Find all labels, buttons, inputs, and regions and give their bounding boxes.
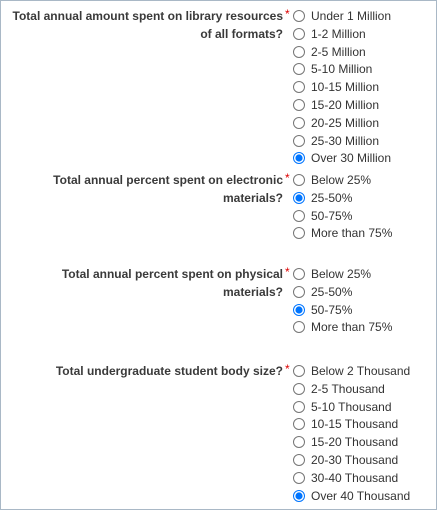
radio-button[interactable] (293, 81, 305, 94)
option-text: 50-75% (311, 208, 353, 223)
option-text: 5-10 Thousand (311, 399, 392, 414)
radio-option[interactable]: 2-5 Thousand (293, 380, 385, 398)
radio-option[interactable]: Below 25% (293, 265, 371, 283)
option-text: 10-15 Thousand (311, 417, 399, 432)
radio-button[interactable] (293, 436, 305, 449)
radio-button[interactable] (293, 116, 305, 129)
radio-option[interactable]: 50-75% (293, 301, 352, 319)
option-text: 20-30 Thousand (311, 453, 399, 467)
option-text: Below 2 Thousand (311, 364, 411, 378)
option-text: 25-30 Million (311, 133, 380, 148)
radio-button[interactable] (293, 382, 305, 395)
radio-button[interactable] (293, 134, 305, 147)
radio-option[interactable]: 20-30 Thousand (293, 451, 398, 469)
radio-button[interactable] (293, 10, 305, 22)
radio-option[interactable]: Below 25% (293, 171, 371, 189)
option-text: 50-75% (311, 302, 353, 317)
required-mark: * (285, 265, 290, 279)
radio-button[interactable] (293, 174, 305, 186)
question-label: Total annual percent spent on physical m… (61, 267, 283, 299)
option-text: Over 30 Million (311, 151, 392, 166)
radio-option[interactable]: 5-10 Million (293, 60, 372, 78)
question-label: Total undergraduate student body size? (55, 364, 283, 378)
question-label: Total annual amount spent on library res… (12, 9, 284, 41)
required-mark: * (285, 171, 290, 185)
radio-button[interactable] (293, 418, 305, 431)
radio-button[interactable] (293, 303, 305, 316)
radio-button[interactable] (293, 489, 305, 502)
radio-button[interactable] (293, 227, 305, 240)
option-text: 25-50% (311, 284, 353, 299)
radio-button[interactable] (293, 321, 305, 334)
radio-option[interactable]: Over 40 Thousand (293, 487, 410, 505)
option-text: 25-50% (311, 190, 353, 205)
option-text: 2-5 Thousand (311, 381, 385, 396)
option-text: 30-40 Thousand (311, 470, 399, 485)
radio-option[interactable]: 10-15 Thousand (293, 415, 398, 433)
radio-option[interactable]: Over 30 Million (293, 149, 391, 167)
radio-option[interactable]: More than 75% (293, 318, 392, 336)
option-text: 1-2 Million (311, 26, 366, 41)
radio-button[interactable] (293, 27, 305, 40)
radio-button[interactable] (293, 365, 305, 377)
radio-button[interactable] (293, 99, 305, 111)
radio-option[interactable]: 50-75% (293, 207, 352, 225)
option-text: 20-25 Million (311, 115, 380, 130)
option-text: Under 1 Million (311, 9, 392, 23)
radio-option[interactable]: 5-10 Thousand (293, 398, 392, 416)
radio-option[interactable]: 2-5 Million (293, 43, 366, 61)
question-label: Total annual percent spent on electronic… (53, 173, 283, 205)
option-text: 5-10 Million (311, 62, 373, 77)
radio-button[interactable] (293, 454, 305, 466)
option-text: 15-20 Million (311, 98, 380, 112)
radio-button[interactable] (293, 63, 305, 76)
radio-option[interactable]: 1-2 Million (293, 25, 366, 43)
option-text: Below 25% (311, 173, 372, 187)
radio-option[interactable]: Under 1 Million (293, 7, 391, 25)
radio-button[interactable] (293, 268, 305, 280)
radio-button[interactable] (293, 471, 305, 484)
radio-button[interactable] (293, 285, 305, 298)
required-mark: * (285, 362, 290, 376)
option-text: More than 75% (311, 226, 393, 241)
option-text: 2-5 Million (311, 44, 366, 59)
option-text: 15-20 Thousand (311, 435, 399, 450)
radio-button[interactable] (293, 209, 305, 222)
required-mark: * (285, 7, 290, 21)
option-text: More than 75% (311, 320, 393, 335)
option-text: Over 40 Thousand (311, 488, 411, 503)
radio-button[interactable] (293, 191, 305, 204)
radio-option[interactable]: 30-40 Thousand (293, 469, 398, 487)
radio-button[interactable] (293, 400, 305, 413)
radio-option[interactable]: 25-30 Million (293, 132, 379, 150)
radio-option[interactable]: 10-15 Million (293, 78, 379, 96)
option-text: Below 25% (311, 267, 372, 281)
radio-option[interactable]: More than 75% (293, 224, 392, 242)
radio-option[interactable]: 15-20 Thousand (293, 433, 398, 451)
radio-option[interactable]: 15-20 Million (293, 96, 379, 114)
radio-option[interactable]: Below 2 Thousand (293, 362, 410, 380)
radio-option[interactable]: 25-50% (293, 283, 352, 301)
radio-option[interactable]: 20-25 Million (293, 114, 379, 132)
radio-button[interactable] (293, 45, 305, 58)
radio-option[interactable]: 25-50% (293, 189, 352, 207)
radio-button[interactable] (293, 152, 305, 165)
option-text: 10-15 Million (311, 80, 380, 95)
